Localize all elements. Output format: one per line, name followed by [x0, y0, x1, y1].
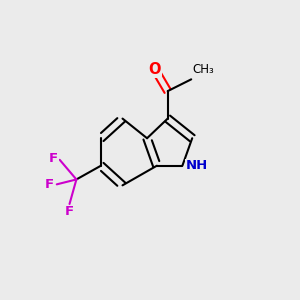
Text: F: F — [45, 178, 54, 191]
Text: NH: NH — [186, 159, 208, 172]
Text: CH₃: CH₃ — [193, 63, 214, 76]
Text: O: O — [149, 62, 161, 77]
Text: F: F — [65, 206, 74, 218]
Text: F: F — [49, 152, 58, 165]
